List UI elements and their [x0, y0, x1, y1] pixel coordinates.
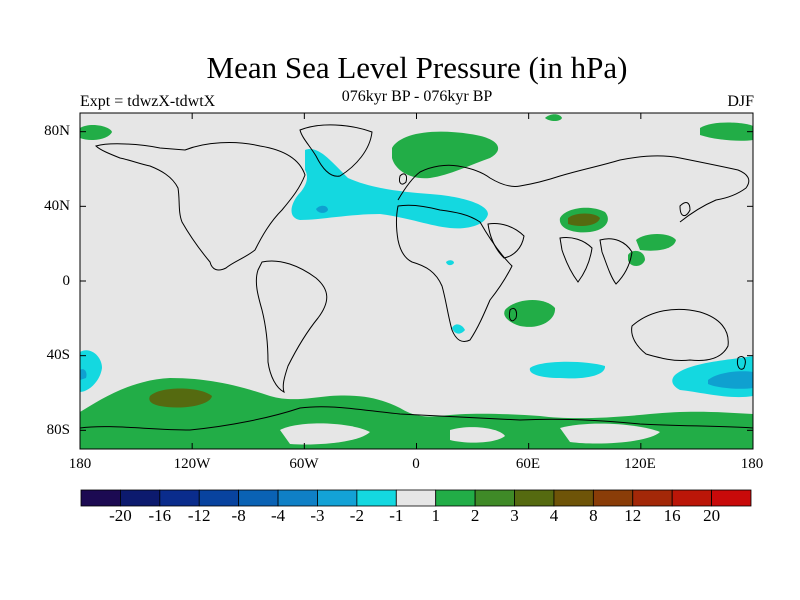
anomaly-region-south-indian [529, 361, 606, 379]
colorbar-label: 3 [510, 506, 519, 525]
colorbar-label: 20 [703, 506, 721, 525]
colorbar-swatch [238, 489, 279, 507]
coast-australia [631, 308, 729, 361]
coast-greenland [299, 124, 373, 177]
colorbar-label: 16 [663, 506, 681, 525]
colorbar-label: -1 [389, 506, 404, 525]
lon-label-60e: 60E [515, 456, 541, 472]
anomaly-core-tasman [708, 371, 753, 389]
colorbar-swatch [514, 489, 555, 507]
coast-japan [679, 202, 691, 216]
colorbar-label: -12 [187, 506, 211, 525]
colorbar-swatch [553, 489, 594, 507]
colorbar-label: -8 [231, 506, 246, 525]
colorbar-swatch [632, 489, 673, 507]
colorbar-swatch [356, 489, 397, 507]
colorbar-swatch [592, 489, 634, 507]
coast-madagascar [509, 307, 517, 322]
anomaly-region-south-pacific-west [80, 350, 102, 392]
colorbar-swatch [435, 489, 476, 507]
coastlines [80, 124, 753, 431]
anomaly-core-south-pacific-west [80, 369, 87, 380]
anomaly-region-western-hemisphere-arctic [80, 125, 112, 140]
colorbar-label: 1 [431, 506, 440, 525]
coast-antarctica [80, 406, 753, 431]
pressure-anomaly-fields [80, 114, 753, 449]
lon-label-180w: 180 [68, 456, 92, 472]
lat-label-40s: 40S [46, 347, 70, 363]
anomaly-region-east-siberia [700, 122, 753, 141]
anomaly-core-southern-ocean [149, 388, 212, 408]
lon-label-180e: 180 [740, 456, 764, 472]
period-label: 076kyr BP - 076kyr BP [341, 88, 493, 105]
anomaly-region-mozambique [452, 324, 465, 334]
colorbar-label: 4 [549, 506, 559, 525]
anomaly-region-africa-east [446, 260, 454, 266]
anomaly-core-central-asia [568, 213, 600, 226]
axis-ticks [79, 113, 754, 449]
coast-british-isles [399, 173, 407, 185]
lon-label-120e: 120E [624, 456, 656, 472]
anomaly-region-arctic [392, 131, 499, 179]
colorbar-swatch [80, 489, 121, 507]
colorbar-label: -2 [349, 506, 364, 525]
colorbar-swatch [395, 489, 437, 507]
anomaly-region-arctic-edge [545, 114, 562, 121]
lon-label-120w: 120W [173, 456, 211, 472]
colorbar-swatch [120, 489, 161, 507]
season-label: DJF [727, 93, 754, 110]
colorbar-label: 12 [624, 506, 642, 525]
lat-label-80s: 80S [46, 422, 70, 438]
lon-label-0: 0 [412, 456, 420, 472]
colorbar-label: -4 [270, 506, 286, 525]
anomaly-gap-1 [280, 423, 370, 445]
colorbar-swatch [671, 489, 712, 507]
coast-north-america [95, 142, 306, 271]
colorbar [80, 489, 752, 507]
anomaly-region-sw-indian [504, 299, 556, 327]
lat-label-0: 0 [62, 273, 71, 289]
coast-europe [397, 155, 750, 223]
colorbar-swatch [317, 489, 358, 507]
anomaly-region-philippines [628, 250, 645, 266]
anomaly-gap-2 [450, 427, 505, 443]
colorbar-swatch [277, 489, 318, 507]
anomaly-region-west-pacific [636, 234, 676, 251]
colorbar-label: 2 [470, 506, 480, 525]
colorbar-swatch [711, 489, 752, 507]
colorbar-label: -16 [148, 506, 172, 525]
colorbar-label: -20 [109, 506, 132, 525]
coast-southeast-asia [599, 238, 633, 285]
coast-new-zealand [737, 355, 746, 370]
coast-south-america [255, 260, 328, 393]
colorbar-swatch [198, 489, 240, 507]
coast-africa [396, 204, 513, 343]
colorbar-label: -3 [310, 506, 325, 525]
experiment-label: Expt = tdwzX-tdwtX [80, 93, 216, 110]
anomaly-gap-3 [560, 423, 660, 444]
coast-arabia [487, 223, 525, 259]
lat-label-80n: 80N [44, 123, 70, 139]
lat-label-40n: 40N [44, 198, 70, 214]
colorbar-swatch [474, 489, 515, 507]
coast-india [559, 237, 593, 283]
anomaly-core-north-atlantic [316, 205, 328, 213]
map-title: Mean Sea Level Pressure (in hPa) [206, 50, 628, 85]
lon-label-60w: 60W [289, 456, 319, 472]
colorbar-label: 8 [589, 506, 598, 525]
colorbar-swatch [159, 489, 200, 507]
anomaly-region-north-atlantic [291, 149, 488, 229]
